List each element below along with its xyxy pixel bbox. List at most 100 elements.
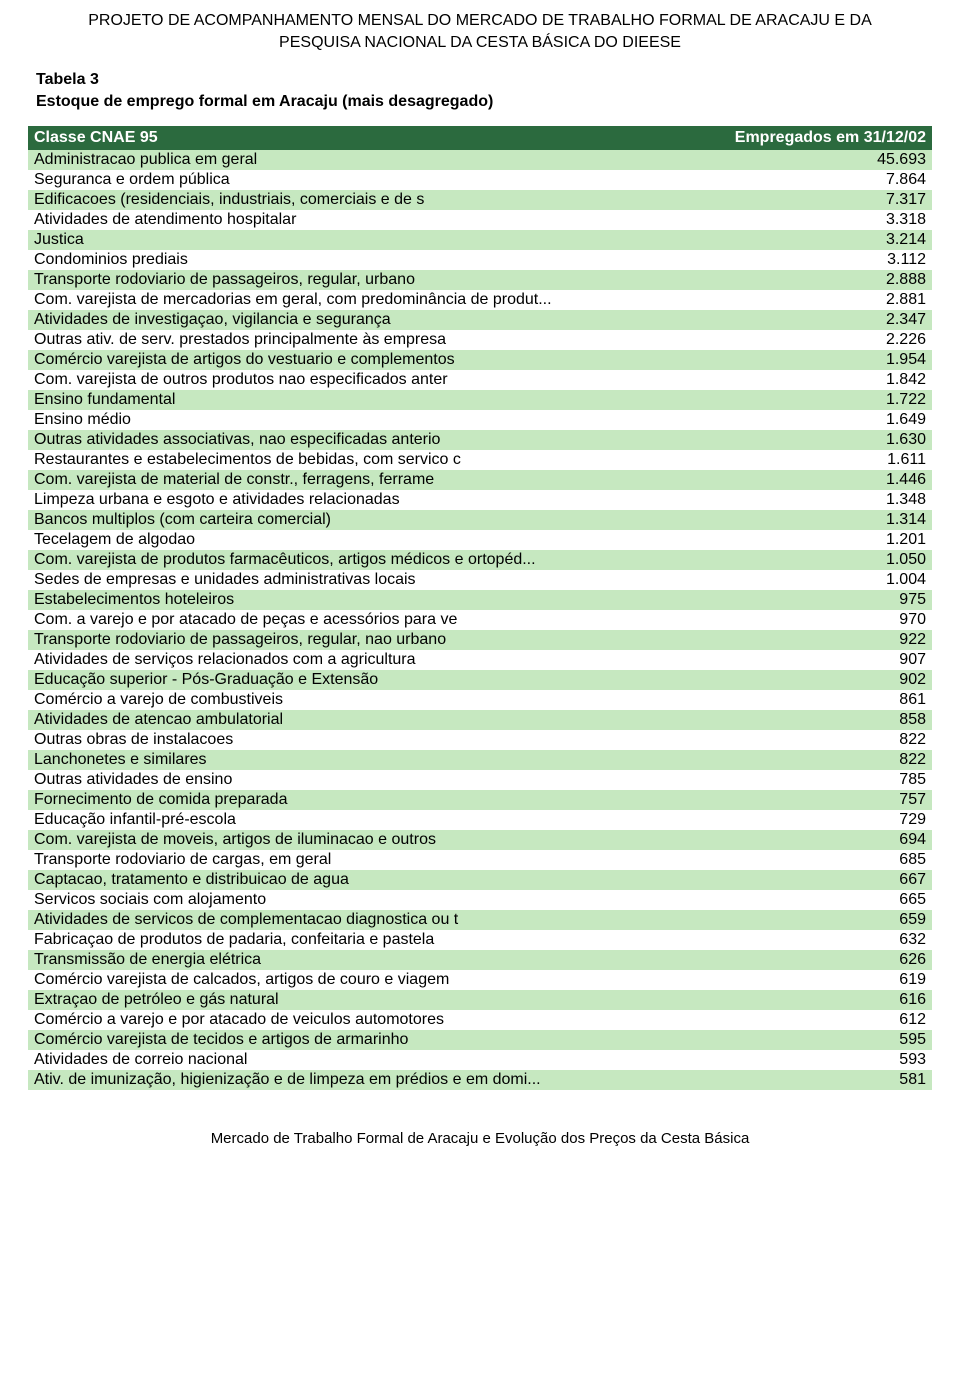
cell-label: Edificacoes (residenciais, industriais, … (28, 190, 681, 210)
cell-label: Atividades de atencao ambulatorial (28, 710, 681, 730)
cell-label: Extraçao de petróleo e gás natural (28, 990, 681, 1010)
table-row: Restaurantes e estabelecimentos de bebid… (28, 450, 932, 470)
cell-label: Ativ. de imunização, higienização e de l… (28, 1070, 681, 1090)
table-row: Outras obras de instalacoes822 (28, 730, 932, 750)
cell-value: 3.112 (681, 250, 932, 270)
cell-label: Transporte rodoviario de passageiros, re… (28, 630, 681, 650)
cell-value: 581 (681, 1070, 932, 1090)
cell-label: Comércio varejista de artigos do vestuar… (28, 350, 681, 370)
col-header-employees: Empregados em 31/12/02 (681, 126, 932, 150)
cell-value: 2.881 (681, 290, 932, 310)
cell-value: 3.318 (681, 210, 932, 230)
cell-label: Outras ativ. de serv. prestados principa… (28, 330, 681, 350)
cell-label: Servicos sociais com alojamento (28, 890, 681, 910)
cell-label: Tecelagem de algodao (28, 530, 681, 550)
cell-value: 975 (681, 590, 932, 610)
table-row: Atividades de atendimento hospitalar3.31… (28, 210, 932, 230)
table-row: Limpeza urbana e esgoto e atividades rel… (28, 490, 932, 510)
cell-label: Comércio varejista de calcados, artigos … (28, 970, 681, 990)
table-row: Comércio varejista de artigos do vestuar… (28, 350, 932, 370)
cell-label: Transmissão de energia elétrica (28, 950, 681, 970)
table-row: Transporte rodoviario de passageiros, re… (28, 270, 932, 290)
cell-value: 1.954 (681, 350, 932, 370)
cell-value: 694 (681, 830, 932, 850)
cell-value: 619 (681, 970, 932, 990)
table-row: Comércio a varejo de combustiveis861 (28, 690, 932, 710)
cell-label: Administracao publica em geral (28, 150, 681, 170)
table-row: Fabricaçao de produtos de padaria, confe… (28, 930, 932, 950)
cell-value: 2.226 (681, 330, 932, 350)
cell-label: Atividades de correio nacional (28, 1050, 681, 1070)
table-row: Captacao, tratamento e distribuicao de a… (28, 870, 932, 890)
table-row: Justica3.214 (28, 230, 932, 250)
cell-label: Comércio a varejo e por atacado de veicu… (28, 1010, 681, 1030)
cell-label: Fornecimento de comida preparada (28, 790, 681, 810)
cell-value: 902 (681, 670, 932, 690)
cell-value: 729 (681, 810, 932, 830)
cell-label: Outras atividades associativas, nao espe… (28, 430, 681, 450)
table-row: Comércio varejista de tecidos e artigos … (28, 1030, 932, 1050)
table-row: Ensino médio1.649 (28, 410, 932, 430)
cell-label: Fabricaçao de produtos de padaria, confe… (28, 930, 681, 950)
cell-value: 7.317 (681, 190, 932, 210)
table-row: Atividades de correio nacional593 (28, 1050, 932, 1070)
cell-label: Limpeza urbana e esgoto e atividades rel… (28, 490, 681, 510)
cell-value: 822 (681, 730, 932, 750)
cell-value: 861 (681, 690, 932, 710)
table-row: Ativ. de imunização, higienização e de l… (28, 1070, 932, 1090)
cell-value: 626 (681, 950, 932, 970)
cell-label: Condominios prediais (28, 250, 681, 270)
cell-value: 659 (681, 910, 932, 930)
table-caption: Tabela 3 Estoque de emprego formal em Ar… (28, 69, 932, 112)
cell-value: 922 (681, 630, 932, 650)
table-row: Outras atividades associativas, nao espe… (28, 430, 932, 450)
cell-label: Sedes de empresas e unidades administrat… (28, 570, 681, 590)
cell-value: 822 (681, 750, 932, 770)
cell-label: Com. varejista de material de constr., f… (28, 470, 681, 490)
col-header-class: Classe CNAE 95 (28, 126, 681, 150)
cell-label: Com. varejista de outros produtos nao es… (28, 370, 681, 390)
cell-label: Atividades de serviços relacionados com … (28, 650, 681, 670)
cell-label: Justica (28, 230, 681, 250)
cell-label: Restaurantes e estabelecimentos de bebid… (28, 450, 681, 470)
table-row: Outras ativ. de serv. prestados principa… (28, 330, 932, 350)
caption-line-1: Tabela 3 (36, 71, 99, 88)
cell-value: 1.842 (681, 370, 932, 390)
cell-value: 757 (681, 790, 932, 810)
cell-label: Ensino médio (28, 410, 681, 430)
cell-value: 858 (681, 710, 932, 730)
cell-label: Estabelecimentos hoteleiros (28, 590, 681, 610)
table-row: Educação superior - Pós-Graduação e Exte… (28, 670, 932, 690)
cell-label: Com. a varejo e por atacado de peças e a… (28, 610, 681, 630)
table-row: Extraçao de petróleo e gás natural616 (28, 990, 932, 1010)
cell-value: 667 (681, 870, 932, 890)
cell-label: Atividades de atendimento hospitalar (28, 210, 681, 230)
table-row: Transporte rodoviario de passageiros, re… (28, 630, 932, 650)
cell-label: Comércio varejista de tecidos e artigos … (28, 1030, 681, 1050)
cell-label: Atividades de investigaçao, vigilancia e… (28, 310, 681, 330)
cell-value: 970 (681, 610, 932, 630)
cell-label: Atividades de servicos de complementacao… (28, 910, 681, 930)
cell-value: 595 (681, 1030, 932, 1050)
table-row: Fornecimento de comida preparada757 (28, 790, 932, 810)
cell-label: Seguranca e ordem pública (28, 170, 681, 190)
table-row: Administracao publica em geral45.693 (28, 150, 932, 170)
table-row: Estabelecimentos hoteleiros975 (28, 590, 932, 610)
cell-label: Lanchonetes e similares (28, 750, 681, 770)
cell-value: 685 (681, 850, 932, 870)
cell-label: Transporte rodoviario de cargas, em gera… (28, 850, 681, 870)
employment-table: Classe CNAE 95 Empregados em 31/12/02 Ad… (28, 126, 932, 1090)
table-row: Bancos multiplos (com carteira comercial… (28, 510, 932, 530)
cell-label: Comércio a varejo de combustiveis (28, 690, 681, 710)
cell-value: 2.888 (681, 270, 932, 290)
table-row: Seguranca e ordem pública7.864 (28, 170, 932, 190)
cell-label: Educação superior - Pós-Graduação e Exte… (28, 670, 681, 690)
table-row: Transmissão de energia elétrica626 (28, 950, 932, 970)
cell-label: Transporte rodoviario de passageiros, re… (28, 270, 681, 290)
cell-value: 1.314 (681, 510, 932, 530)
table-header-row: Classe CNAE 95 Empregados em 31/12/02 (28, 126, 932, 150)
cell-label: Outras obras de instalacoes (28, 730, 681, 750)
table-row: Atividades de investigaçao, vigilancia e… (28, 310, 932, 330)
cell-value: 2.347 (681, 310, 932, 330)
table-row: Ensino fundamental1.722 (28, 390, 932, 410)
